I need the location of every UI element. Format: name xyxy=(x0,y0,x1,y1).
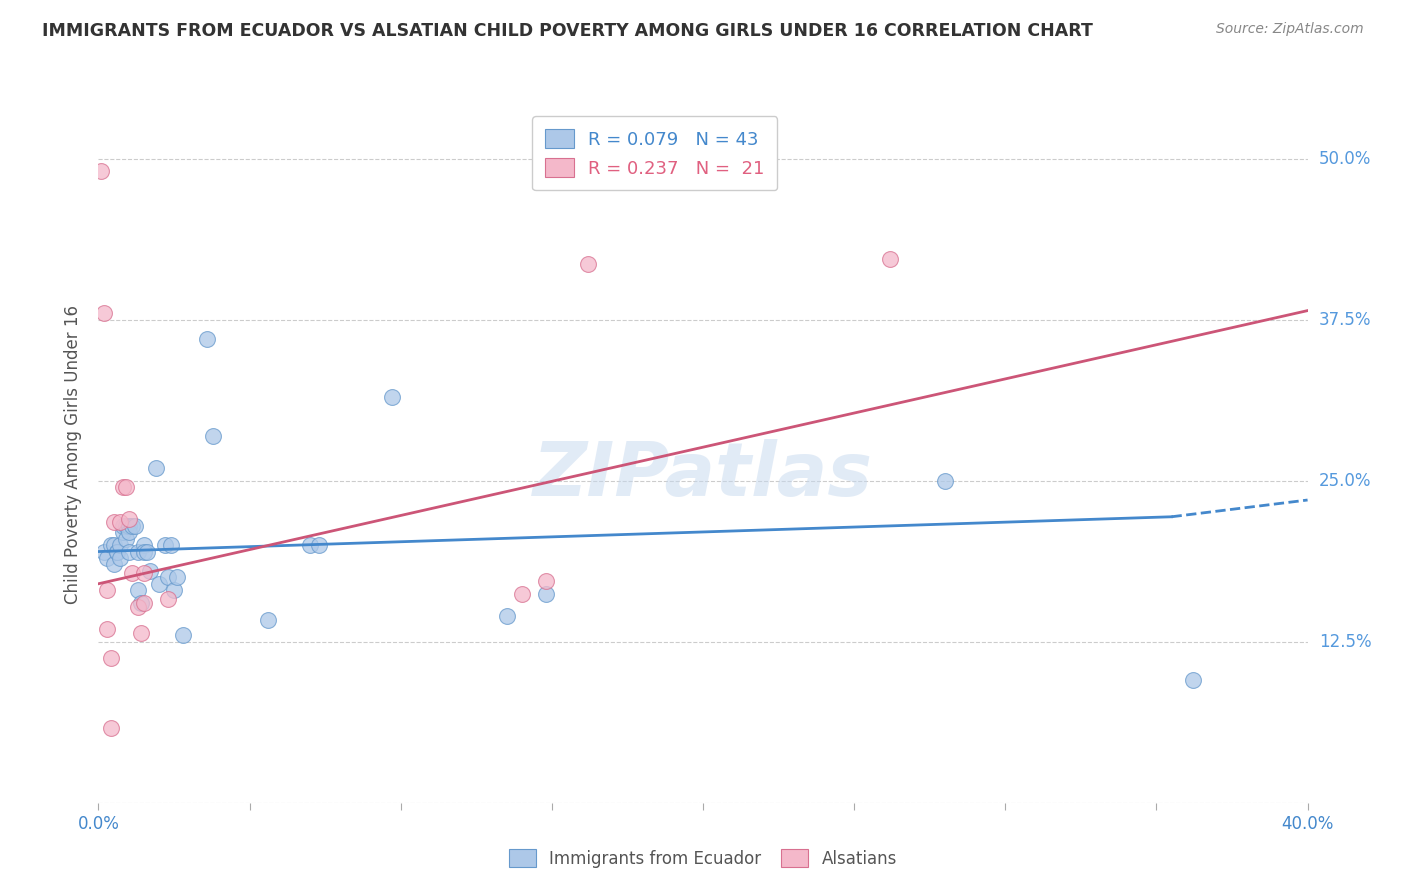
Point xyxy=(100,721,122,735)
Text: 25.0%: 25.0% xyxy=(1319,472,1371,490)
Point xyxy=(96,583,118,598)
Point xyxy=(90,164,112,178)
Point xyxy=(103,558,125,572)
Point xyxy=(1181,673,1204,688)
Point xyxy=(495,609,517,624)
Point xyxy=(93,544,115,558)
Point xyxy=(156,570,179,584)
Point xyxy=(96,551,118,566)
Point xyxy=(172,628,194,642)
Text: 12.5%: 12.5% xyxy=(1319,632,1371,651)
Point xyxy=(381,390,404,404)
Point xyxy=(256,613,278,627)
Point xyxy=(145,460,167,475)
Point xyxy=(121,566,143,581)
Point xyxy=(100,651,122,665)
Legend: R = 0.079   N = 43, R = 0.237   N =  21: R = 0.079 N = 43, R = 0.237 N = 21 xyxy=(531,116,778,190)
Point xyxy=(100,538,122,552)
Point xyxy=(93,306,115,320)
Point xyxy=(156,592,179,607)
Point xyxy=(129,596,152,610)
Point xyxy=(534,587,557,601)
Point xyxy=(534,574,557,589)
Point xyxy=(510,587,533,601)
Point xyxy=(105,544,128,558)
Point xyxy=(148,576,170,591)
Point xyxy=(121,518,143,533)
Point xyxy=(108,515,131,529)
Point xyxy=(114,532,136,546)
Text: Source: ZipAtlas.com: Source: ZipAtlas.com xyxy=(1216,22,1364,37)
Point xyxy=(127,599,149,614)
Point xyxy=(111,525,134,540)
Point xyxy=(934,474,956,488)
Text: 50.0%: 50.0% xyxy=(1319,150,1371,168)
Point xyxy=(129,625,152,640)
Point xyxy=(124,518,146,533)
Point xyxy=(118,525,141,540)
Point xyxy=(127,544,149,558)
Point xyxy=(127,583,149,598)
Point xyxy=(108,551,131,566)
Point xyxy=(114,518,136,533)
Point xyxy=(103,538,125,552)
Point xyxy=(299,538,322,552)
Point xyxy=(576,257,599,271)
Point xyxy=(96,622,118,636)
Point xyxy=(132,538,155,552)
Point xyxy=(111,518,134,533)
Point xyxy=(105,544,128,558)
Point xyxy=(202,428,225,442)
Point xyxy=(132,544,155,558)
Y-axis label: Child Poverty Among Girls Under 16: Child Poverty Among Girls Under 16 xyxy=(65,305,83,605)
Point xyxy=(118,518,141,533)
Point xyxy=(118,544,141,558)
Point xyxy=(166,570,188,584)
Point xyxy=(108,538,131,552)
Point xyxy=(111,480,134,494)
Point xyxy=(195,332,218,346)
Point xyxy=(103,515,125,529)
Text: ZIPatlas: ZIPatlas xyxy=(533,439,873,512)
Point xyxy=(114,480,136,494)
Point xyxy=(308,538,330,552)
Point xyxy=(139,564,162,578)
Point xyxy=(132,596,155,610)
Point xyxy=(118,512,141,526)
Text: IMMIGRANTS FROM ECUADOR VS ALSATIAN CHILD POVERTY AMONG GIRLS UNDER 16 CORRELATI: IMMIGRANTS FROM ECUADOR VS ALSATIAN CHIL… xyxy=(42,22,1092,40)
Point xyxy=(135,544,157,558)
Point xyxy=(879,252,901,266)
Text: 37.5%: 37.5% xyxy=(1319,310,1371,328)
Point xyxy=(132,566,155,581)
Point xyxy=(160,538,183,552)
Point xyxy=(153,538,176,552)
Point xyxy=(163,583,186,598)
